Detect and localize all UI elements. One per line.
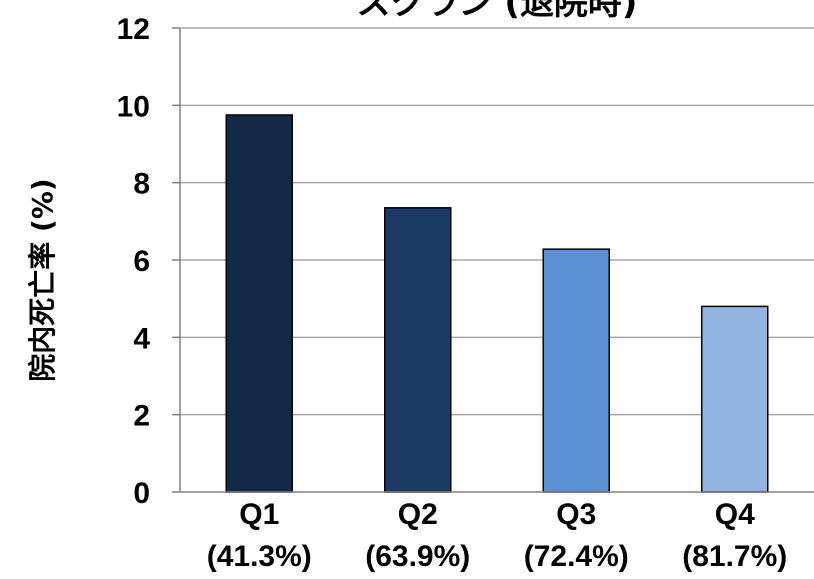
x-tick-labels: Q1 (41.3%) Q2 (63.9%) Q3 (72.4%) Q4 (81.7%) — [207, 498, 788, 573]
x-tick-sublabel-q3: (72.4%) — [524, 540, 629, 573]
y-tick-labels: 0 2 4 6 8 10 12 — [117, 13, 151, 510]
bar-q4 — [701, 305, 769, 493]
x-tick-label-q1: Q1 — [239, 498, 279, 531]
y-tick-label-4: 4 — [133, 322, 150, 355]
y-tick-label-12: 12 — [117, 13, 150, 46]
bar-q2 — [384, 207, 452, 493]
axes — [179, 28, 814, 493]
x-tick-sublabel-q2: (63.9%) — [365, 540, 470, 573]
y-tick-label-10: 10 — [117, 90, 150, 123]
y-axis-label: 院内死亡率 (%) — [26, 178, 59, 381]
bars — [225, 114, 769, 493]
x-tick-label-q3: Q3 — [556, 498, 596, 531]
y-tick-label-8: 8 — [133, 168, 150, 201]
x-tick-sublabel-q4: (81.7%) — [682, 540, 787, 573]
x-tick-label-q4: Q4 — [715, 498, 755, 531]
x-tick-sublabel-q1: (41.3%) — [207, 540, 312, 573]
chart-title: スクラン (退院時) — [357, 0, 638, 23]
bar-q3 — [542, 248, 610, 493]
y-tick-label-2: 2 — [133, 400, 150, 433]
x-tick-label-q2: Q2 — [398, 498, 438, 531]
y-tick-label-0: 0 — [133, 477, 150, 510]
y-tick-label-6: 6 — [133, 245, 150, 278]
bar-q1 — [225, 114, 293, 493]
